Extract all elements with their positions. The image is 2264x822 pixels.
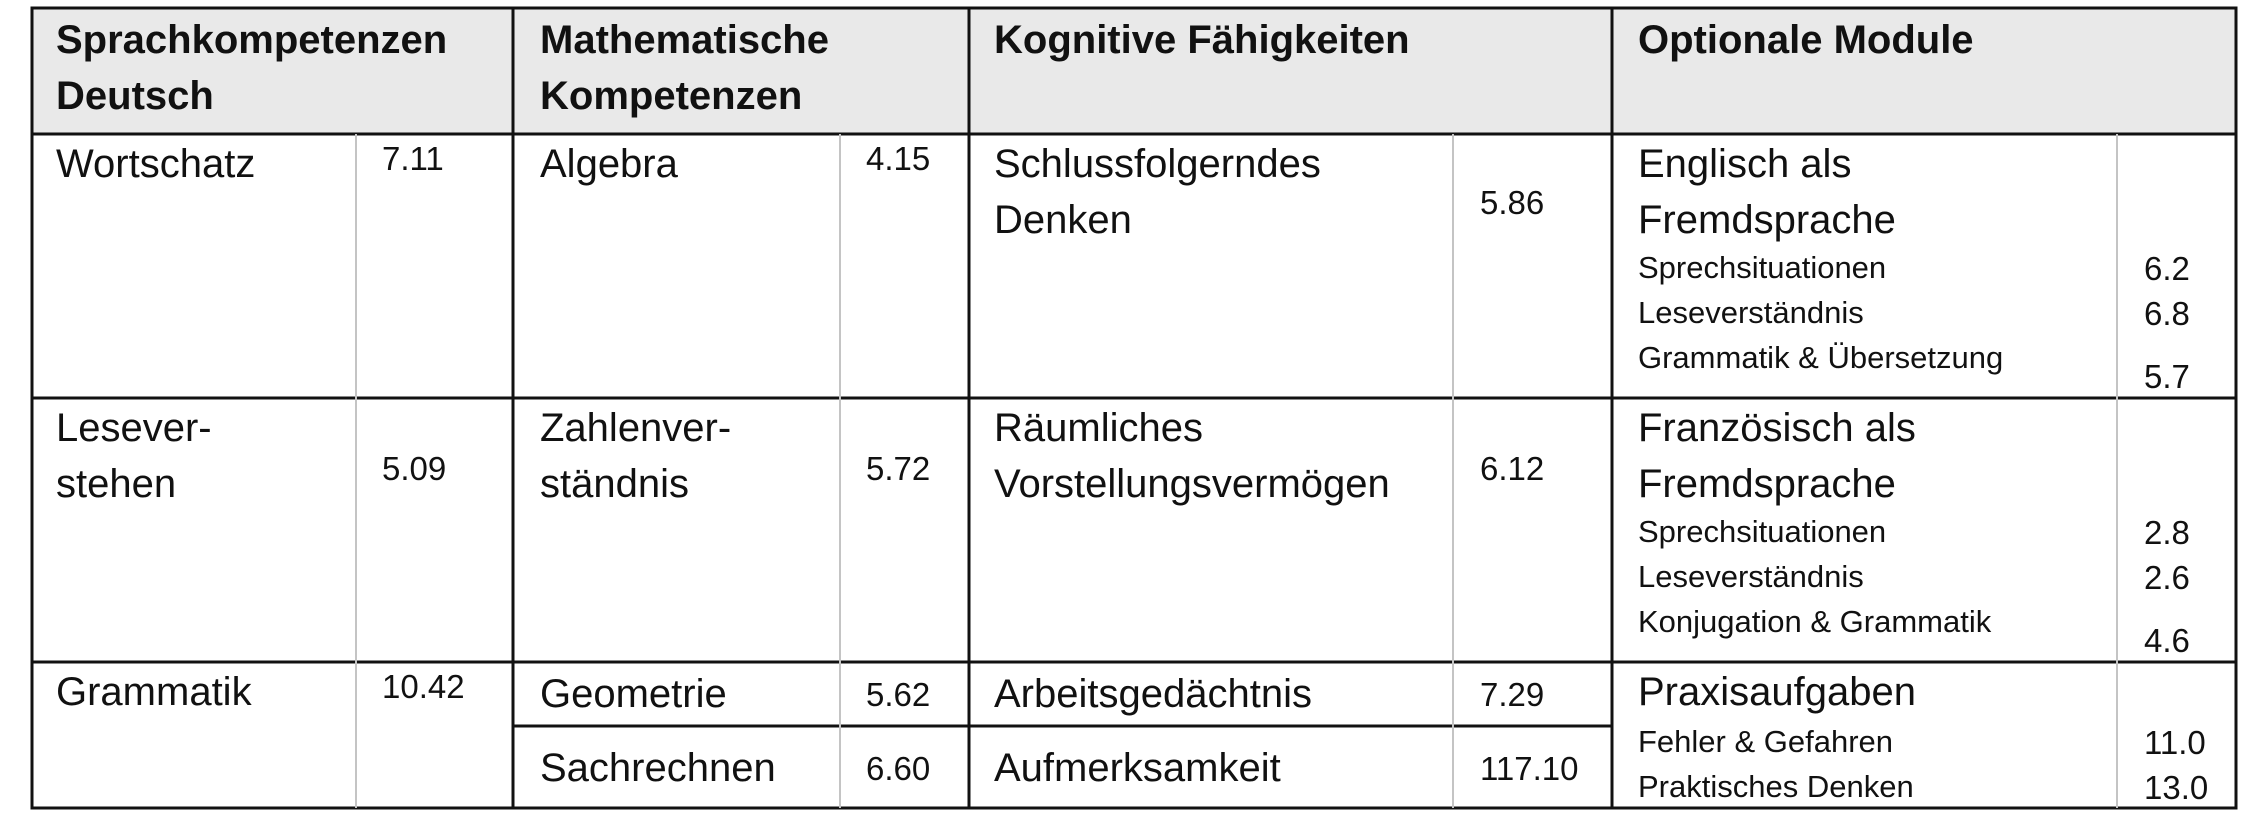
kognitiv-value-raeumliches-vorstellungsvermoegen: 6.12 <box>1480 450 1545 487</box>
value-column-dividers <box>355 134 2118 808</box>
optional-franzoesisch-label-leseverstaendnis: Leseverständnis <box>1638 559 1864 594</box>
kognitiv-label-arbeitsgedaechtnis: Arbeitsgedächtnis <box>994 672 1312 716</box>
header-kognitive-faehigkeiten: Kognitive Fähigkeiten <box>994 18 1410 62</box>
kognitiv-value-schlussfolgerndes-denken: 5.86 <box>1480 184 1545 221</box>
optional-praxis-value-praktisches-denken: 13.0 <box>2144 769 2209 806</box>
optional-franzoesisch-value-leseverstaendnis: 2.6 <box>2144 559 2190 596</box>
optional-title-englisch: Englisch als Fremdsprache <box>1638 142 1896 242</box>
header-optionale-module: Optionale Module <box>1638 18 1974 62</box>
optional-title-franzoesisch: Französisch als Fremdsprache <box>1638 406 1916 506</box>
sprach-label-wortschatz: Wortschatz <box>56 142 256 186</box>
kognitiv-label-schlussfolgerndes-denken: Schlussfolgerndes Denken <box>994 142 1321 242</box>
optional-franzoesisch-label-sprechsituationen: Sprechsituationen <box>1638 514 1887 549</box>
optional-englisch-value-leseverstaendnis: 6.8 <box>2144 295 2190 332</box>
mathe-label-sachrechnen: Sachrechnen <box>540 746 776 790</box>
kognitiv-label-raeumliches-vorstellungsvermoegen: Räumliches Vorstellungsvermögen <box>994 406 1390 506</box>
optional-title-praxisaufgaben: Praxisaufgaben <box>1638 670 1916 714</box>
header-sprachkompetenzen: Sprachkompetenzen Deutsch <box>56 18 448 118</box>
optional-praxis-label-praktisches-denken: Praktisches Denken <box>1638 769 1914 804</box>
optional-franzoesisch-value-konjugation-grammatik: 4.6 <box>2144 622 2190 659</box>
optional-englisch-value-sprechsituationen: 6.2 <box>2144 250 2190 287</box>
optional-englisch-value-grammatik-uebersetzung: 5.7 <box>2144 358 2190 395</box>
sprach-value-leseverstehen: 5.09 <box>382 450 447 487</box>
sprach-label-grammatik: Grammatik <box>56 670 252 714</box>
mathe-value-algebra: 4.15 <box>866 140 931 177</box>
mathe-value-sachrechnen: 6.60 <box>866 750 931 787</box>
optional-franzoesisch-value-sprechsituationen: 2.8 <box>2144 514 2190 551</box>
optional-englisch-label-sprechsituationen: Sprechsituationen <box>1638 250 1887 285</box>
mathe-label-zahlenverstaendnis: Zahlenver- ständnis <box>540 406 732 506</box>
header-mathematische-kompetenzen: Mathematische Kompetenzen <box>540 18 829 118</box>
optional-englisch-label-grammatik-uebersetzung: Grammatik & Übersetzung <box>1638 340 2004 375</box>
sprach-value-grammatik: 10.42 <box>382 668 465 705</box>
optional-praxis-value-fehler-gefahren: 11.0 <box>2144 724 2206 761</box>
table-borders <box>30 6 2238 810</box>
sprach-label-leseverstehen: Lesever- stehen <box>56 406 212 506</box>
mathe-value-zahlenverstaendnis: 5.72 <box>866 450 931 487</box>
optional-franzoesisch-label-konjugation-grammatik: Konjugation & Grammatik <box>1638 604 1992 639</box>
kognitiv-label-aufmerksamkeit: Aufmerksamkeit <box>994 746 1281 790</box>
mathe-value-geometrie: 5.62 <box>866 676 931 713</box>
kognitiv-value-arbeitsgedaechtnis: 7.29 <box>1480 676 1545 713</box>
mathe-label-algebra: Algebra <box>540 142 678 186</box>
sprach-value-wortschatz: 7.11 <box>382 140 444 177</box>
header-row-background <box>32 8 2236 134</box>
kognitiv-value-aufmerksamkeit: 117.10 <box>1480 750 1579 787</box>
mathe-label-geometrie: Geometrie <box>540 672 727 716</box>
optional-praxis-label-fehler-gefahren: Fehler & Gefahren <box>1638 724 1894 759</box>
optional-englisch-label-leseverstaendnis: Leseverständnis <box>1638 295 1864 330</box>
